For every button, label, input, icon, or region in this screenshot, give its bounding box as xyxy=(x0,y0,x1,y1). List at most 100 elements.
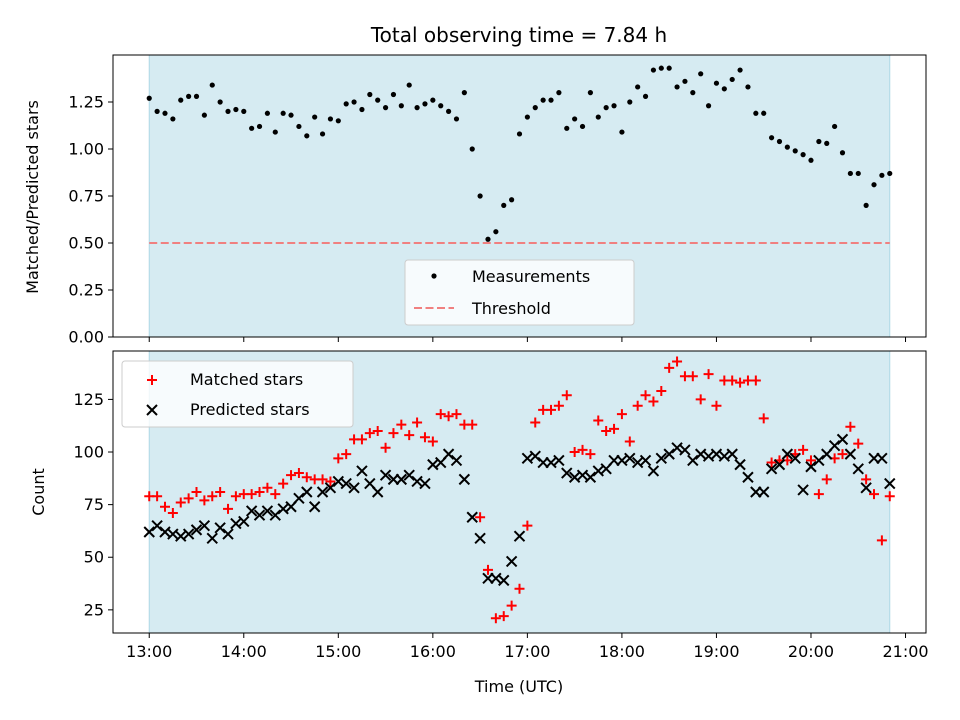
matched-point xyxy=(522,520,533,531)
measurement-point xyxy=(556,90,562,96)
matched-point xyxy=(798,444,809,455)
predicted-point xyxy=(308,501,321,513)
matched-point xyxy=(884,491,895,502)
matched-point xyxy=(553,400,564,411)
matched-point xyxy=(861,474,872,485)
bottom-x-tick-label: 20:00 xyxy=(788,642,834,661)
predicted-point xyxy=(742,471,754,483)
matched-point xyxy=(616,409,627,420)
predicted-point xyxy=(876,452,888,465)
measurement-point xyxy=(193,93,200,99)
bottom-y-tick-label: 50 xyxy=(84,548,104,567)
predicted-point xyxy=(245,505,258,517)
measurement-point xyxy=(264,110,271,116)
matched-point xyxy=(664,362,675,373)
bottom-y-tick-label: 75 xyxy=(84,495,104,514)
measurement-point xyxy=(784,144,790,150)
matched-point xyxy=(435,409,446,420)
measurement-point xyxy=(658,65,664,71)
matched-point xyxy=(341,449,352,460)
matched-point xyxy=(735,377,746,388)
matched-point xyxy=(758,413,769,424)
matched-point xyxy=(475,512,486,523)
matched-point xyxy=(451,409,462,420)
measurement-point xyxy=(414,105,420,111)
measurement-point xyxy=(540,97,546,103)
measurement-point xyxy=(154,108,160,114)
bottom-x-tick-label: 21:00 xyxy=(882,642,928,661)
measurement-point xyxy=(438,103,444,109)
predicted-point xyxy=(356,465,368,477)
measurement-point xyxy=(280,110,286,116)
measurement-point xyxy=(343,101,349,107)
matched-point xyxy=(837,449,848,460)
matched-point xyxy=(388,428,399,439)
predicted-point xyxy=(214,522,226,534)
matched-point xyxy=(640,390,651,401)
measurement-point xyxy=(367,91,373,98)
measurement-point xyxy=(579,123,586,130)
measurement-point xyxy=(603,105,609,111)
matched-point xyxy=(270,489,281,500)
measurement-point xyxy=(249,125,255,131)
matched-point xyxy=(561,390,572,401)
measurement-point xyxy=(761,110,767,116)
measurement-point xyxy=(745,84,751,90)
predicted-point xyxy=(403,469,415,481)
matched-point xyxy=(727,375,738,386)
predicted-point xyxy=(198,519,211,532)
measurement-point xyxy=(398,103,404,109)
matched-point xyxy=(530,417,541,428)
matched-point xyxy=(703,369,714,380)
matched-point xyxy=(467,419,478,430)
predicted-point xyxy=(726,448,738,460)
measurement-point xyxy=(524,114,530,120)
measurement-point xyxy=(871,182,877,188)
chart-title: Total observing time = 7.84 h xyxy=(370,23,667,47)
matched-point xyxy=(364,428,375,439)
measurement-point xyxy=(564,125,570,131)
measurement-point xyxy=(430,97,436,103)
predicted-point xyxy=(348,482,360,494)
matched-point xyxy=(514,583,525,594)
measurement-point xyxy=(698,71,704,77)
predicted-point xyxy=(505,555,518,568)
matched-point xyxy=(325,476,336,487)
matched-point xyxy=(853,438,864,449)
matched-point xyxy=(230,491,241,502)
matched-point xyxy=(546,404,557,415)
legend-matched-marker xyxy=(147,375,157,385)
measurement-point xyxy=(808,157,814,163)
predicted-point xyxy=(529,450,541,462)
measurement-point xyxy=(217,99,223,105)
predicted-point xyxy=(379,469,392,481)
matched-point xyxy=(766,457,777,468)
predicted-point xyxy=(663,448,675,460)
matched-point xyxy=(656,385,667,396)
predicted-point xyxy=(860,482,872,494)
bottom-x-tick-label: 18:00 xyxy=(599,642,645,661)
matched-point xyxy=(585,449,596,460)
predicted-point xyxy=(765,463,778,475)
predicted-point xyxy=(789,452,801,465)
measurement-point xyxy=(800,152,806,158)
predicted-point xyxy=(884,477,896,490)
bottom-x-tick-label: 16:00 xyxy=(410,642,456,661)
measurement-point xyxy=(532,105,538,111)
measurement-point xyxy=(650,67,657,73)
top-y-tick-label: 1.00 xyxy=(68,140,104,159)
predicted-point xyxy=(773,458,786,471)
bottom-y-tick-label: 125 xyxy=(73,390,104,409)
predicted-point xyxy=(679,444,691,456)
measurement-point xyxy=(477,193,483,199)
predicted-point xyxy=(253,509,266,521)
predicted-point xyxy=(419,477,431,490)
measurement-point xyxy=(375,97,381,103)
x-axis-label: Time (UTC) xyxy=(474,677,563,696)
measurement-point xyxy=(548,97,554,103)
predicted-point xyxy=(797,484,809,496)
matched-point xyxy=(490,613,501,624)
predicted-point xyxy=(828,439,841,452)
predicted-point xyxy=(513,530,526,542)
matched-point xyxy=(569,447,580,458)
